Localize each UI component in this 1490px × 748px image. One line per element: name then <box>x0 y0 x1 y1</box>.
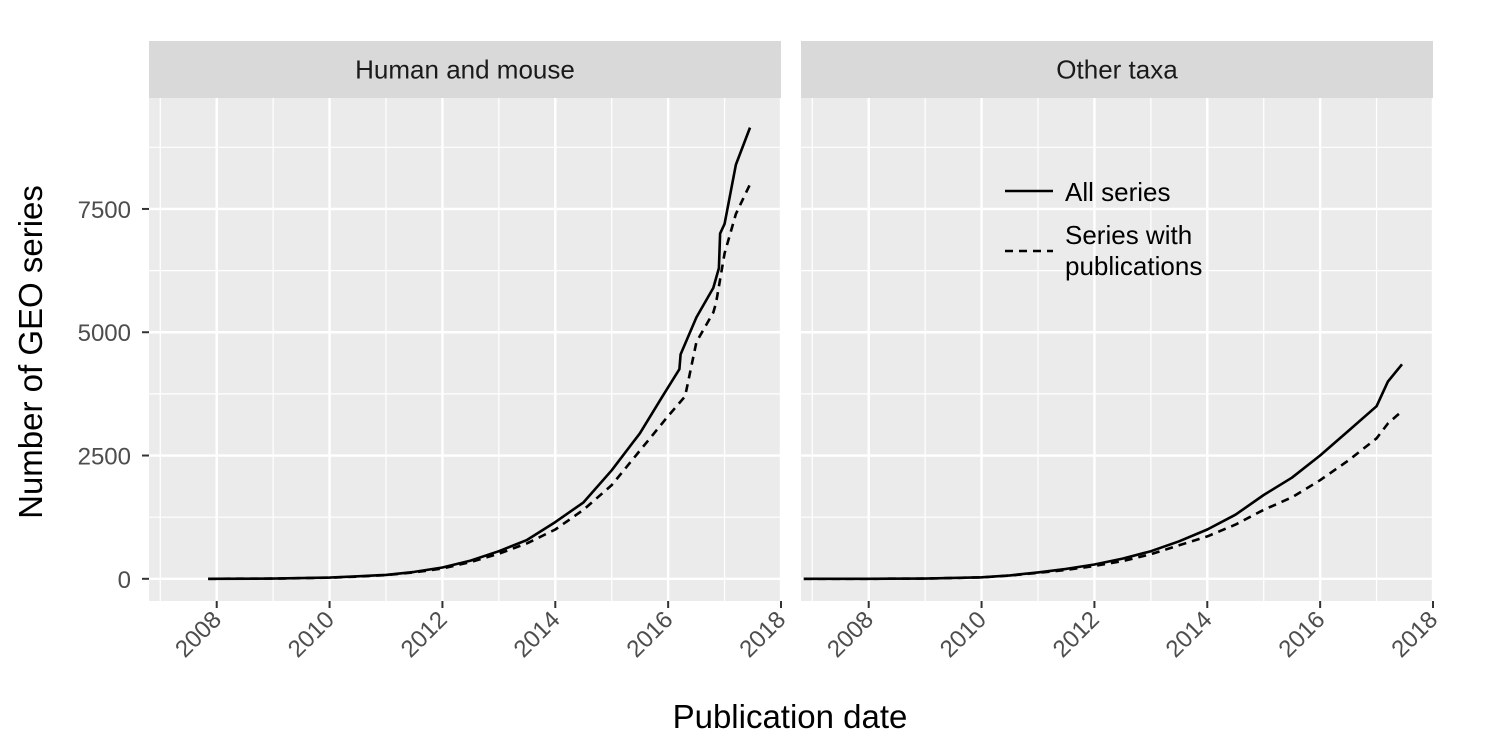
plot-background <box>149 98 781 601</box>
panel-2: Other taxa 2008 2010 2012 2014 2016 2018 <box>801 41 1443 663</box>
x-tick-label: 2014 <box>1161 606 1218 663</box>
facet-title: Other taxa <box>1056 55 1178 85</box>
facet-title: Human and mouse <box>355 55 575 85</box>
x-tick-label: 2016 <box>622 606 679 663</box>
x-tick-label: 2014 <box>509 606 566 663</box>
plot-background <box>801 98 1433 601</box>
y-axis-title: Number of GEO series <box>12 185 49 519</box>
y-tick-label: 5000 <box>78 320 131 347</box>
y-tick-label: 2500 <box>78 444 131 471</box>
legend-label-all-series: All series <box>1065 177 1170 207</box>
x-tick-label: 2010 <box>283 606 340 663</box>
x-tick-label: 2012 <box>1048 606 1105 663</box>
x-tick-label: 2008 <box>822 606 879 663</box>
x-tick-label: 2016 <box>1274 606 1331 663</box>
x-tick-label: 2010 <box>935 606 992 663</box>
y-tick-label: 0 <box>118 567 131 594</box>
x-tick-label: 2018 <box>734 606 791 663</box>
y-tick-label: 7500 <box>78 197 131 224</box>
x-tick-label: 2012 <box>396 606 453 663</box>
y-axis: 0 2500 5000 7500 <box>78 197 149 594</box>
x-tick-label: 2008 <box>170 606 227 663</box>
legend: All series Series with publications <box>1005 177 1202 281</box>
series-line-series-with-publications <box>803 410 1403 581</box>
x-axis-title: Publication date <box>673 698 908 735</box>
panel-1: Human and mouse 2008 2010 2012 2014 2016 2018 <box>149 41 791 663</box>
x-tick-label: 2018 <box>1386 606 1443 663</box>
facet-strip <box>801 41 1433 98</box>
legend-label-series-with-publications: Series with publications <box>1065 220 1202 281</box>
facet-strip <box>149 41 781 98</box>
series-line-series-with-publications <box>208 183 752 581</box>
